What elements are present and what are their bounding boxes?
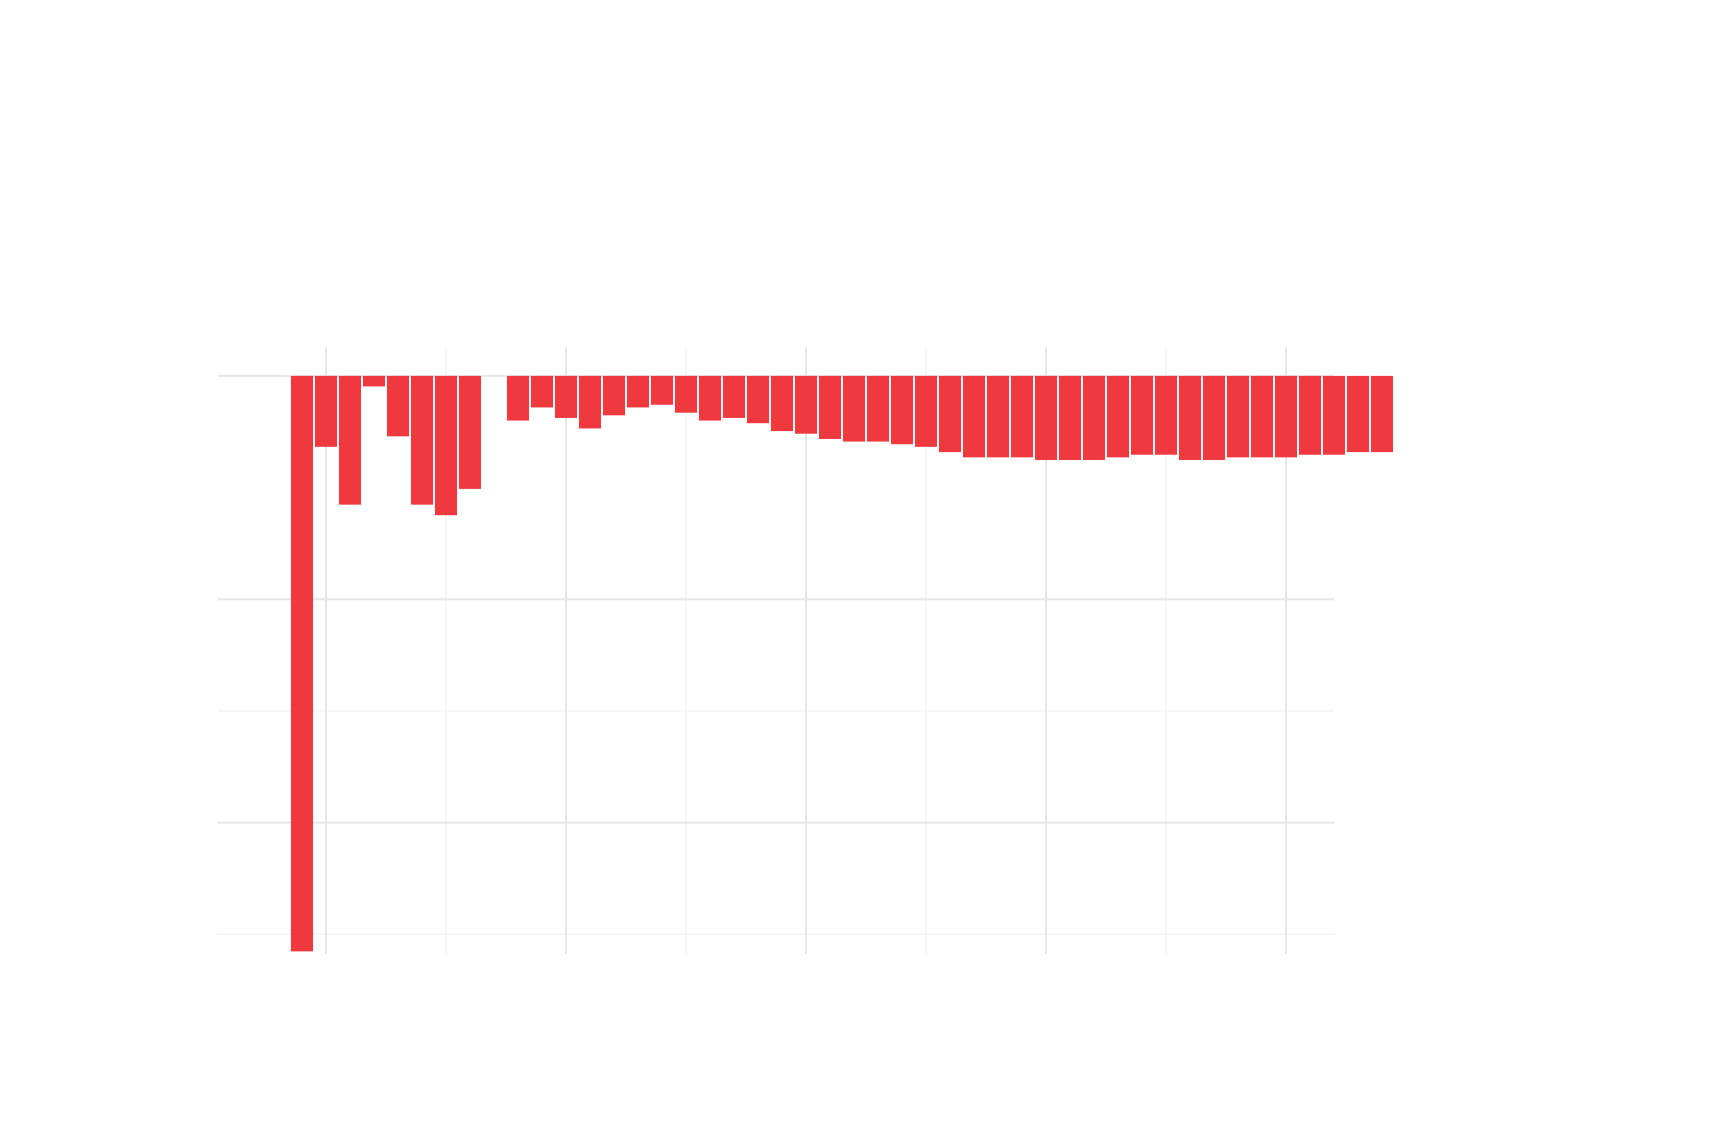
bar: [1226, 375, 1250, 458]
bar: [338, 375, 362, 505]
bar: [842, 375, 866, 442]
bar: [770, 375, 794, 432]
bar: [1010, 375, 1034, 458]
bar: [1106, 375, 1130, 458]
bar: [1298, 375, 1322, 455]
bar: [1346, 375, 1370, 453]
bar: [938, 375, 962, 453]
bar: [674, 375, 698, 413]
bar: [386, 375, 410, 437]
bar: [650, 375, 674, 405]
bar: [1322, 375, 1346, 455]
bar: [794, 375, 818, 434]
bar: [362, 375, 386, 387]
bar: [866, 375, 890, 442]
bar: [314, 375, 338, 447]
bar: [578, 375, 602, 429]
bar: [1202, 375, 1226, 460]
bar: [722, 375, 746, 418]
bar: [698, 375, 722, 421]
bar: [458, 375, 482, 489]
bar: [986, 375, 1010, 458]
bar: [506, 375, 530, 421]
bar: [1034, 375, 1058, 460]
bar: [1130, 375, 1154, 455]
bar: [1058, 375, 1082, 460]
bars: [290, 375, 1394, 952]
bar: [746, 375, 770, 424]
bar: [1082, 375, 1106, 460]
bar: [1154, 375, 1178, 455]
bar: [290, 375, 314, 952]
bar: [1178, 375, 1202, 460]
bar: [914, 375, 938, 447]
bar: [530, 375, 554, 408]
bar: [890, 375, 914, 445]
bar: [1250, 375, 1274, 458]
bar: [410, 375, 434, 505]
bar: [434, 375, 458, 516]
bar: [1274, 375, 1298, 458]
bar: [554, 375, 578, 418]
bar: [626, 375, 650, 408]
bar: [962, 375, 986, 458]
bar: [602, 375, 626, 416]
bar: [1370, 375, 1394, 453]
bar: [818, 375, 842, 439]
